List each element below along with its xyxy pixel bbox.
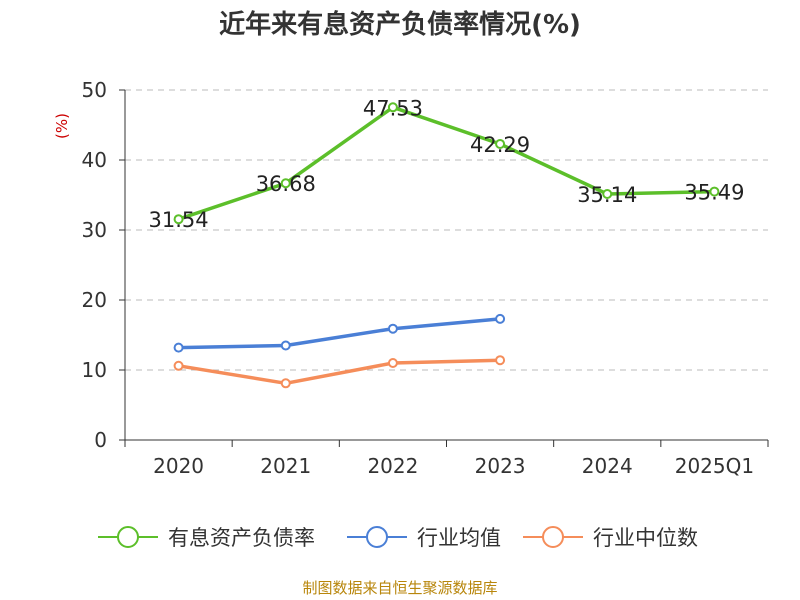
data-point [280, 340, 291, 351]
legend-marker [542, 526, 564, 548]
legend-marker [117, 526, 139, 548]
x-tick-label: 2023 [475, 454, 526, 478]
data-point [387, 323, 398, 334]
legend-label: 行业中位数 [593, 526, 698, 550]
source-note: 制图数据来自恒生聚源数据库 [302, 579, 497, 597]
data-point [495, 138, 506, 149]
data-labels: 31.54 36.68 47.53 42.29 35.14 35.49 [149, 96, 745, 232]
y-tick-label: 20 [82, 288, 107, 312]
series-line [178, 105, 715, 221]
data-label: 47.53 [363, 96, 423, 120]
y-tick-label: 10 [82, 358, 107, 382]
series-line [178, 358, 501, 386]
legend-label: 有息资产负债率 [168, 526, 315, 550]
y-tick-label: 50 [82, 78, 107, 102]
legend-label: 行业均值 [417, 526, 501, 550]
chart-title: 近年来有息资产负债率情况(%) [219, 9, 581, 40]
data-label: 42.29 [470, 133, 530, 157]
data-point [495, 313, 506, 324]
y-axis-unit: (%) [53, 113, 71, 139]
data-label: 35.14 [577, 183, 637, 207]
gridlines [125, 89, 768, 371]
axes [119, 89, 769, 447]
data-label: 36.68 [256, 172, 316, 196]
x-tick-label: 2022 [367, 454, 418, 478]
data-point [387, 358, 398, 368]
data-point [709, 186, 720, 197]
y-tick-labels: 0 10 20 30 40 50 [82, 78, 107, 452]
legend-marker [366, 526, 388, 548]
data-point [173, 360, 184, 371]
data-point [173, 342, 184, 353]
data-point [280, 378, 291, 389]
x-tick-labels: 2020 2021 2022 2023 2024 2025Q1 [153, 454, 754, 478]
y-tick-label: 40 [82, 148, 107, 172]
data-label: 31.54 [149, 208, 209, 232]
y-tick-label: 30 [82, 218, 107, 242]
series-group [173, 102, 720, 389]
x-tick-label: 2020 [153, 454, 204, 478]
series-line [178, 317, 501, 350]
data-label: 35.49 [684, 181, 744, 205]
data-point [495, 355, 506, 366]
y-tick-label: 0 [94, 428, 107, 452]
data-point [602, 189, 613, 200]
data-point [387, 102, 398, 113]
x-tick-label: 2025Q1 [675, 454, 754, 478]
data-point [173, 214, 184, 225]
data-point [280, 178, 291, 189]
legend: 有息资产负债率 行业均值 行业中位数 [98, 526, 698, 550]
x-tick-label: 2024 [582, 454, 633, 478]
x-tick-label: 2021 [260, 454, 311, 478]
